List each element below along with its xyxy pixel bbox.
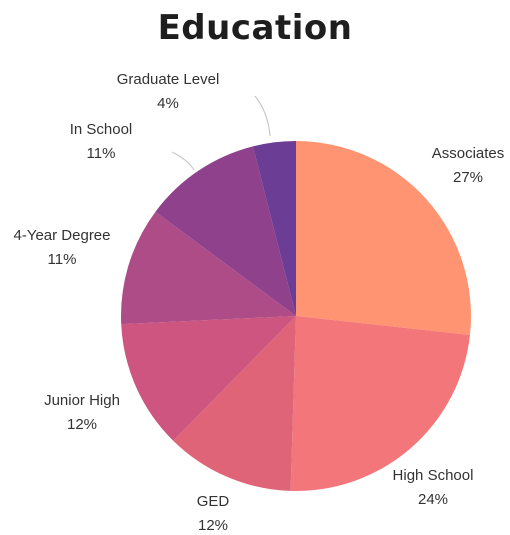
leader-lines xyxy=(171,95,271,171)
slice-label-in-school: In School xyxy=(70,121,133,138)
slice-label-graduate-level: Graduate Level xyxy=(117,71,220,88)
slice-value-associates: 27% xyxy=(453,169,483,186)
slice-labels: Associates 27% High School 24% GED 12% Junior … xyxy=(13,71,504,534)
slice-label-high-school: High School xyxy=(393,467,474,484)
pie-slice-4-year-degree xyxy=(120,211,296,325)
pie-slice-ged xyxy=(173,316,296,491)
slice-label-ged: GED xyxy=(197,493,230,510)
leader-line-in-school xyxy=(171,151,195,171)
pie-slice-junior-high xyxy=(121,316,296,441)
pie-slice-associates xyxy=(296,141,471,336)
slice-value-graduate-level: 4% xyxy=(157,95,179,112)
slice-label-associates: Associates xyxy=(432,145,505,162)
slice-label-junior-high: Junior High xyxy=(44,392,120,409)
leader-line-graduate-level xyxy=(254,95,271,137)
pie-slice-in-school xyxy=(155,146,296,316)
slice-value-high-school: 24% xyxy=(418,491,448,508)
chart-title: Education xyxy=(157,8,353,48)
slice-value-4-year-degree: 11% xyxy=(48,251,77,268)
slice-value-in-school: 11% xyxy=(87,145,116,162)
slice-value-ged: 12% xyxy=(198,517,228,534)
slice-value-junior-high: 12% xyxy=(67,416,97,433)
slice-label-4-year-degree: 4-Year Degree xyxy=(13,227,110,244)
pie-slice-graduate-level xyxy=(252,141,296,316)
pie-slices xyxy=(120,141,471,492)
pie-slice-high-school xyxy=(290,316,470,492)
